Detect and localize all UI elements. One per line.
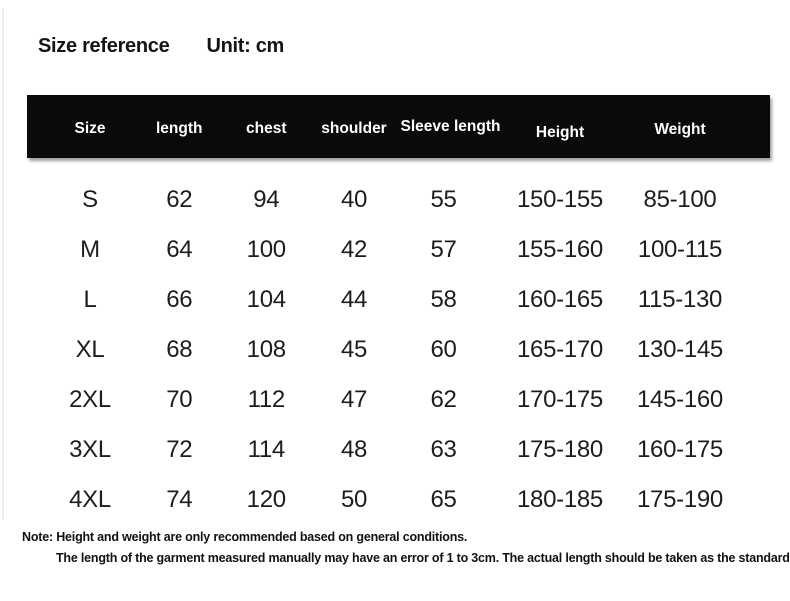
table-cell: 150-155 [517, 186, 603, 213]
table-row: 3XL 72 114 48 63 175-180 160-175 [27, 425, 770, 475]
table-cell: 170-175 [517, 386, 603, 413]
table-cell: 40 [340, 186, 368, 213]
table-cell: 160-175 [637, 436, 723, 463]
table-cell: 155-160 [517, 236, 603, 263]
table-cell: 114 [247, 436, 286, 463]
note-line-1: Note: Height and weight are only recomme… [22, 530, 468, 544]
left-edge-line [2, 8, 4, 520]
column-header-height: Height [535, 124, 585, 141]
size-label: L [83, 286, 97, 313]
table-cell: 47 [340, 386, 368, 413]
table-cell: 112 [247, 386, 286, 413]
table-cell: 74 [166, 486, 193, 513]
page-title: Size reference [38, 35, 170, 57]
table-cell: 115-130 [637, 286, 723, 313]
table-cell: 175-180 [517, 436, 603, 463]
table-row: 4XL 74 120 50 65 180-185 175-190 [27, 475, 770, 525]
table-cell: 45 [340, 336, 368, 363]
table-cell: 57 [430, 236, 457, 263]
table-cell: 65 [430, 486, 457, 513]
table-cell: 180-185 [517, 486, 603, 513]
table-cell: 62 [430, 386, 457, 413]
size-label: XL [75, 336, 105, 363]
table-cell: 94 [253, 186, 280, 213]
size-label: 2XL [69, 386, 111, 413]
table-row: XL 68 108 45 60 165-170 130-145 [27, 325, 770, 375]
table-cell: 175-190 [637, 486, 723, 513]
table-cell: 50 [340, 486, 368, 513]
table-header-row: Size length chest shoulder Sleeve length Heig… [27, 95, 770, 158]
table-cell: 66 [166, 286, 193, 313]
table-cell: 130-145 [637, 336, 723, 363]
table-cell: 108 [246, 336, 286, 363]
column-header-weight: Weight [654, 121, 706, 138]
table-cell: 63 [430, 436, 457, 463]
table-cell: 44 [340, 286, 368, 313]
table-cell: 145-160 [637, 386, 723, 413]
column-header-shoulder: shoulder [321, 120, 387, 137]
size-label: M [80, 236, 100, 263]
table-row: L 66 104 44 58 160-165 115-130 [27, 275, 770, 325]
table-cell: 62 [166, 186, 193, 213]
table-cell: 165-170 [517, 336, 603, 363]
table-cell: 72 [166, 436, 193, 463]
table-row: S 62 94 40 55 150-155 85-100 [27, 175, 770, 225]
table-row: M 64 100 42 57 155-160 100-115 [27, 225, 770, 275]
table-cell: 58 [430, 286, 457, 313]
table-cell: 85-100 [643, 186, 717, 213]
table-cell: 68 [166, 336, 193, 363]
size-label: 3XL [69, 436, 111, 463]
table-cell: 55 [430, 186, 457, 213]
table-cell: 100 [246, 236, 286, 263]
column-header-chest: chest [246, 120, 287, 137]
unit-label: Unit: cm [206, 35, 285, 57]
column-header-length: length [156, 120, 203, 137]
column-header-size: Size [74, 120, 106, 137]
title-row: Size reference Unit: cm [38, 35, 284, 58]
size-label: 4XL [69, 486, 111, 513]
table-body: S 62 94 40 55 150-155 85-100 M 64 100 42 57 155-160 1… [27, 158, 770, 525]
table-cell: 160-165 [517, 286, 603, 313]
table-cell: 48 [340, 436, 368, 463]
table-row: 2XL 70 112 47 62 170-175 145-160 [27, 375, 770, 425]
note-line-2: The length of the garment measured manua… [56, 551, 790, 565]
table-cell: 104 [246, 286, 286, 313]
size-label: S [82, 186, 98, 213]
table-cell: 120 [246, 486, 286, 513]
table-cell: 64 [166, 236, 193, 263]
table-cell: 100-115 [637, 236, 723, 263]
table-cell: 42 [340, 236, 368, 263]
table-cell: 70 [166, 386, 193, 413]
table-cell: 60 [430, 336, 457, 363]
column-header-sleeve-length: Sleeve length [400, 118, 501, 135]
